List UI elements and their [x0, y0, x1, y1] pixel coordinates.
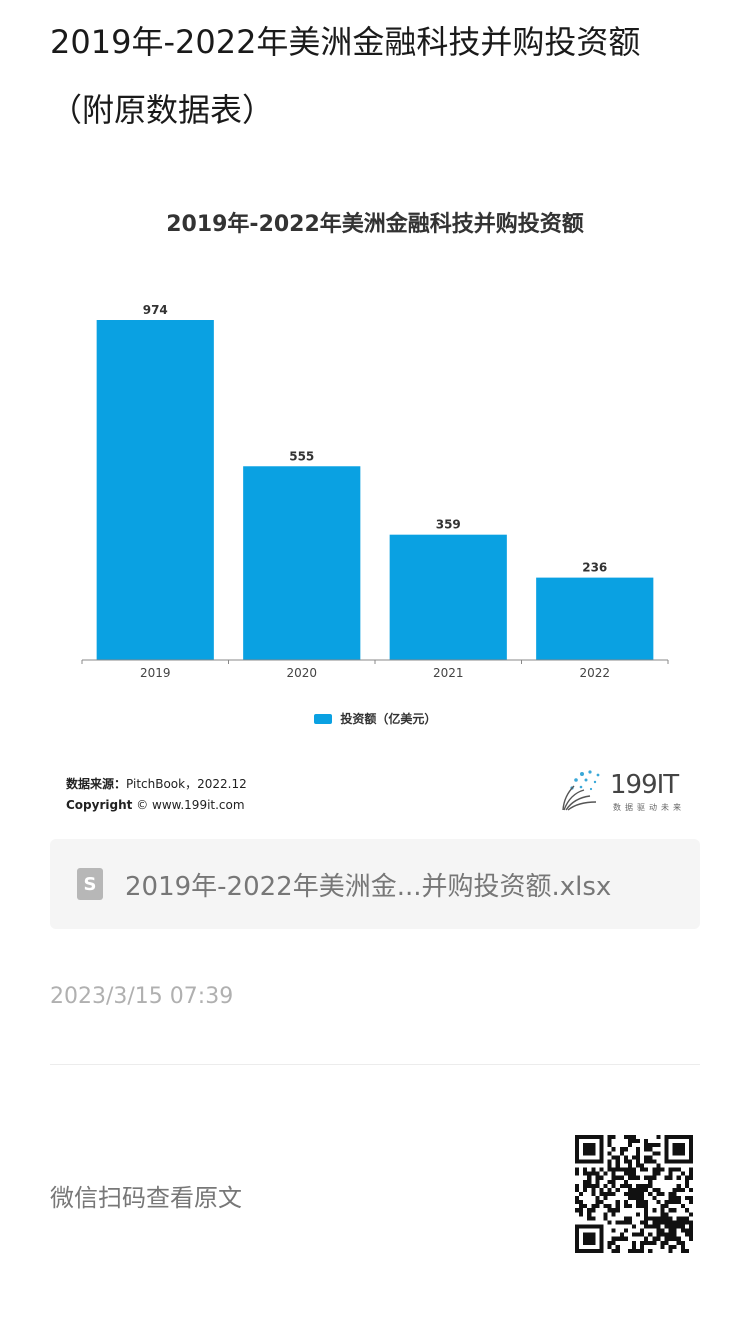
spreadsheet-file-icon: S	[77, 868, 103, 900]
copyright-text: © www.199it.com	[136, 798, 245, 812]
page-title: 2019年-2022年美洲金融科技并购投资额 （附原数据表）	[50, 22, 710, 130]
qr-code-icon[interactable]	[575, 1135, 693, 1253]
bar-2022	[536, 577, 654, 660]
legend-label: 投资额（亿美元）	[340, 712, 437, 726]
divider	[50, 1064, 700, 1065]
bar-chart: 974 2019 555 2020 359 2021 236 2022	[81, 303, 669, 680]
copyright-label: Copyright	[66, 798, 133, 812]
chart-image: 2019年-2022年美洲金融科技并购投资额 974 2019 555 2020 359…	[50, 170, 700, 820]
data-label-2020: 555	[289, 449, 314, 463]
brand-tagline: 数据驱动未来	[613, 803, 685, 812]
file-icon-letter: S	[83, 873, 97, 895]
qr-caption: 微信扫码查看原文	[50, 1184, 242, 1212]
x-tick-label-2020: 2020	[286, 666, 317, 680]
attachment-card[interactable]: S 2019年-2022年美洲金...并购投资额.xlsx	[50, 839, 700, 929]
publish-timestamp: 2023/3/15 07:39	[50, 984, 234, 1009]
data-label-2022: 236	[582, 561, 607, 575]
bar-2020	[243, 466, 361, 660]
x-tick-label-2022: 2022	[579, 666, 610, 680]
page-title-line2: （附原数据表）	[50, 91, 275, 129]
legend-swatch	[313, 713, 332, 724]
data-label-2019: 974	[143, 303, 168, 317]
source-note: 数据来源：PitchBook，2022.12 Copyright © www.1…	[66, 774, 247, 816]
bar-2021	[389, 534, 507, 660]
brand-name: 199IT	[610, 770, 679, 800]
x-tick-label-2019: 2019	[140, 666, 171, 680]
page-title-line1: 2019年-2022年美洲金融科技并购投资额	[50, 23, 641, 61]
chart-legend: 投资额（亿美元）	[50, 710, 700, 727]
source-label: 数据来源：	[66, 777, 127, 791]
source-text: PitchBook，2022.12	[126, 777, 247, 791]
x-tick-label-2021: 2021	[433, 666, 464, 680]
chart-title: 2019年-2022年美洲金融科技并购投资额	[166, 212, 584, 237]
attachment-file-name[interactable]: 2019年-2022年美洲金...并购投资额.xlsx	[125, 871, 612, 902]
bar-2019	[96, 320, 214, 660]
brand-logo-icon	[562, 770, 600, 811]
data-label-2021: 359	[436, 518, 461, 532]
